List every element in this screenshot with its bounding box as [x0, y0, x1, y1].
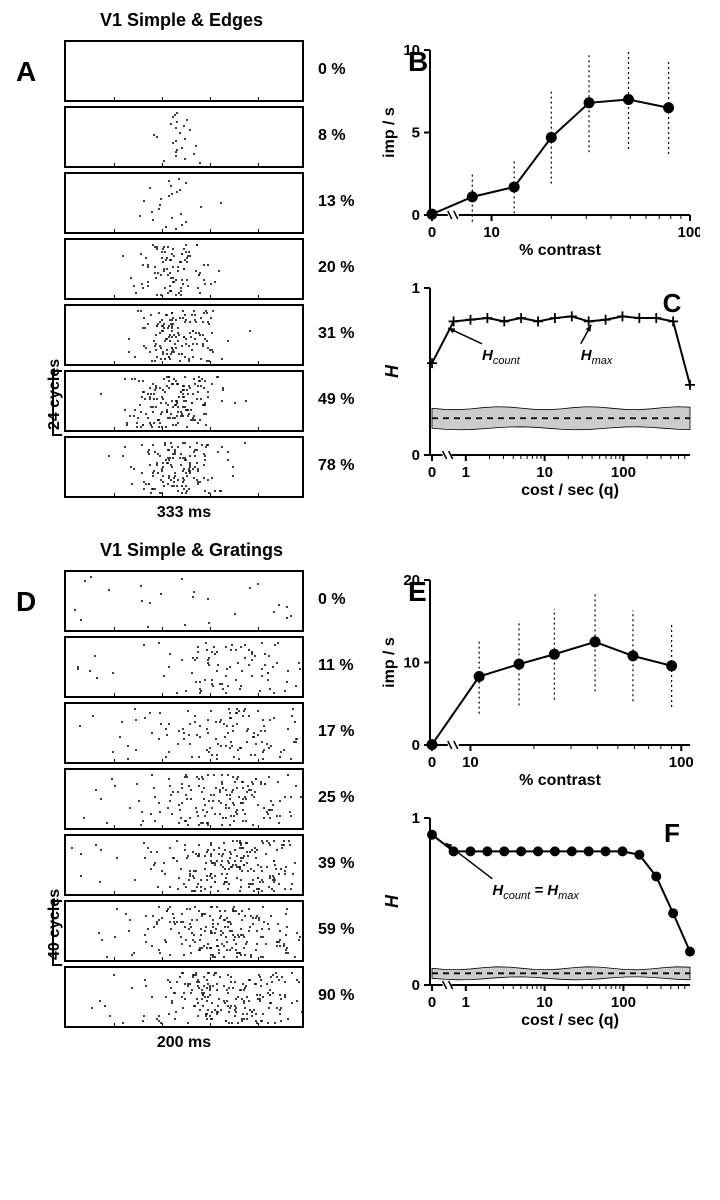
raster-pct-label: 90 %: [318, 987, 354, 1005]
svg-text:% contrast: % contrast: [519, 772, 601, 789]
svg-text:10: 10: [403, 655, 420, 672]
raster-box: [64, 570, 304, 632]
raster-box: [64, 966, 304, 1028]
svg-text:100: 100: [669, 754, 694, 771]
raster-pct-label: 49 %: [318, 391, 354, 409]
svg-text:5: 5: [412, 125, 420, 142]
svg-text:0: 0: [412, 207, 420, 224]
svg-text:Hmax: Hmax: [581, 347, 613, 367]
svg-text:0: 0: [412, 737, 420, 754]
svg-text:20: 20: [403, 572, 420, 589]
raster-pct-label: 59 %: [318, 921, 354, 939]
raster-box: [64, 702, 304, 764]
svg-text:10: 10: [462, 754, 479, 771]
svg-text:% contrast: % contrast: [519, 242, 601, 259]
svg-text:100: 100: [611, 464, 636, 481]
crf-chart: 0 10 20 10 100 0 imp / s % contrast: [380, 570, 700, 790]
raster-box: [64, 238, 304, 300]
cycles-label: 24 cycles: [46, 359, 64, 430]
raster-pct-label: 11 %: [318, 657, 354, 675]
svg-text:10: 10: [536, 994, 553, 1011]
raster-box: [64, 834, 304, 896]
raster-box: [64, 370, 304, 432]
svg-text:cost / sec (q): cost / sec (q): [521, 482, 619, 499]
svg-text:F: F: [664, 818, 680, 848]
svg-text:0: 0: [428, 224, 436, 241]
raster-pct-label: 0 %: [318, 591, 346, 609]
svg-text:100: 100: [611, 994, 636, 1011]
raster-xaxis-label: 200 ms: [64, 1034, 304, 1052]
raster-box: [64, 636, 304, 698]
cycles-label: 40 cycles: [46, 889, 64, 960]
svg-text:1: 1: [412, 810, 420, 827]
raster-box: [64, 304, 304, 366]
raster-box: [64, 172, 304, 234]
svg-text:0: 0: [428, 464, 436, 481]
svg-text:imp / s: imp / s: [381, 107, 398, 158]
svg-text:0: 0: [428, 754, 436, 771]
raster-box: [64, 436, 304, 498]
svg-text:cost / sec (q): cost / sec (q): [521, 1012, 619, 1029]
svg-text:0: 0: [412, 447, 420, 464]
h-chart: 0 1 1 10 100 0 Hcost / sec (q) Hcount Hmax C: [380, 280, 700, 500]
svg-text:Hcount = Hmax: Hcount = Hmax: [492, 882, 579, 902]
svg-text:0: 0: [412, 977, 420, 994]
raster-xaxis-label: 333 ms: [64, 504, 304, 522]
raster-pct-label: 0 %: [318, 61, 346, 79]
svg-text:100: 100: [677, 224, 700, 241]
raster-box: [64, 768, 304, 830]
svg-text:1: 1: [462, 464, 470, 481]
svg-text:1: 1: [462, 994, 470, 1011]
svg-text:10: 10: [403, 42, 420, 59]
h-chart: 0 1 1 10 100 0 Hcost / sec (q) Hcount = Hmax F: [380, 810, 700, 1030]
raster-pct-label: 13 %: [318, 193, 354, 211]
raster-box: [64, 106, 304, 168]
crf-chart: 0 5 10 10 100 0 imp / s % contrast: [380, 40, 700, 260]
raster-pct-label: 78 %: [318, 457, 354, 475]
svg-text:H: H: [382, 364, 402, 378]
svg-text:C: C: [663, 288, 682, 318]
svg-text:1: 1: [412, 280, 420, 297]
raster-pct-label: 31 %: [318, 325, 354, 343]
svg-text:10: 10: [536, 464, 553, 481]
raster-pct-label: 39 %: [318, 855, 354, 873]
svg-text:10: 10: [483, 224, 500, 241]
raster-pct-label: 25 %: [318, 789, 354, 807]
raster-box: [64, 40, 304, 102]
raster-pct-label: 17 %: [318, 723, 354, 741]
raster-pct-label: 20 %: [318, 259, 354, 277]
figure-root: V1 Simple & EdgesA0 %8 %13 %20 %31 %49 %…: [10, 10, 710, 1090]
svg-text:Hcount: Hcount: [482, 347, 521, 367]
raster-box: [64, 900, 304, 962]
svg-text:H: H: [382, 894, 402, 908]
svg-text:imp / s: imp / s: [381, 637, 398, 688]
raster-pct-label: 8 %: [318, 127, 346, 145]
svg-text:0: 0: [428, 994, 436, 1011]
